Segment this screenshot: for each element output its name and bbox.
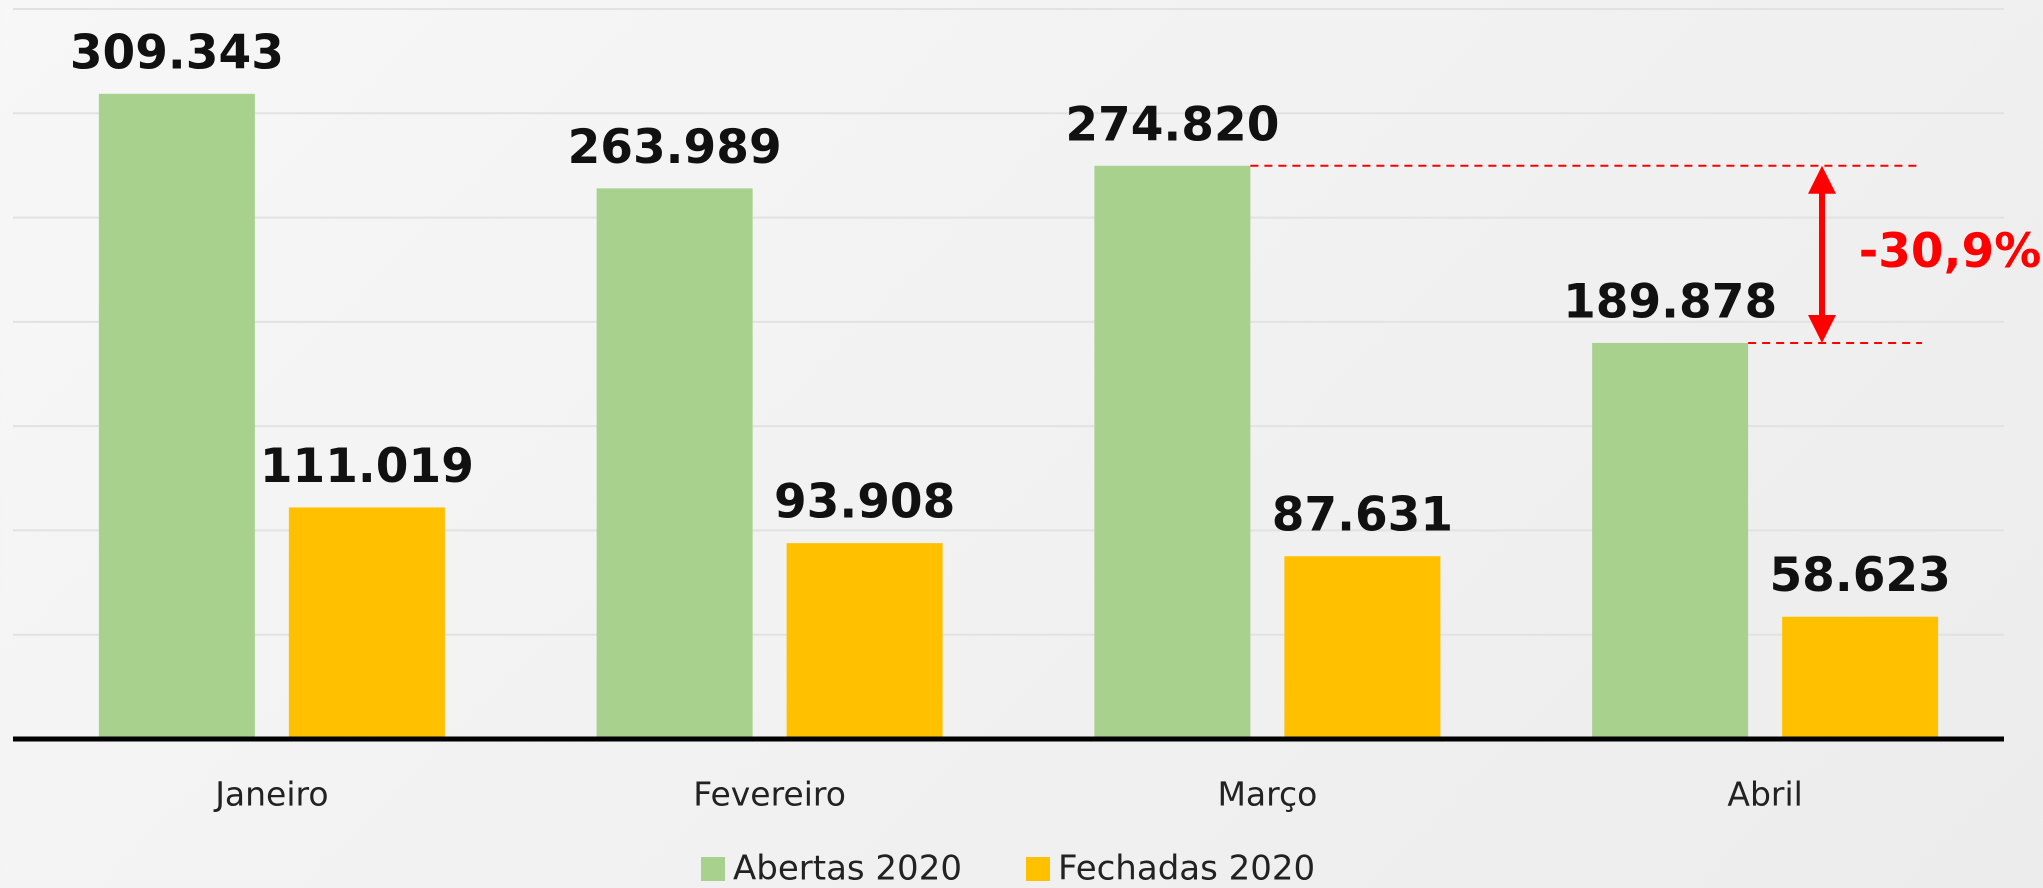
data-label: 93.908 bbox=[774, 475, 955, 530]
bar bbox=[288, 507, 445, 739]
data-label: 189.878 bbox=[1563, 274, 1777, 329]
x-tick-label: Fevereiro bbox=[693, 775, 846, 814]
data-label: 309.343 bbox=[70, 25, 284, 80]
annotation: -30,9% bbox=[1859, 224, 2042, 279]
bar bbox=[98, 93, 255, 739]
data-label: 58.623 bbox=[1769, 548, 1950, 603]
bar bbox=[1094, 165, 1251, 739]
bar bbox=[1782, 616, 1939, 739]
x-tick-label: Abril bbox=[1727, 775, 1802, 814]
bar bbox=[596, 188, 753, 739]
bar bbox=[1592, 342, 1749, 739]
legend-label: Abertas 2020 bbox=[733, 849, 962, 888]
bar bbox=[786, 543, 943, 739]
legend-swatch bbox=[1026, 857, 1050, 881]
arrow-head bbox=[1808, 314, 1836, 343]
legend-swatch bbox=[701, 857, 725, 881]
x-tick-label: Janeiro bbox=[213, 775, 328, 814]
bar bbox=[1284, 556, 1441, 739]
data-label: 263.989 bbox=[568, 120, 782, 175]
data-label: 274.820 bbox=[1065, 97, 1279, 152]
x-tick-label: Março bbox=[1217, 775, 1317, 814]
data-label: 87.631 bbox=[1272, 488, 1453, 543]
legend-label: Fechadas 2020 bbox=[1058, 849, 1315, 888]
arrow-head bbox=[1808, 165, 1836, 194]
data-label: 111.019 bbox=[260, 439, 474, 494]
